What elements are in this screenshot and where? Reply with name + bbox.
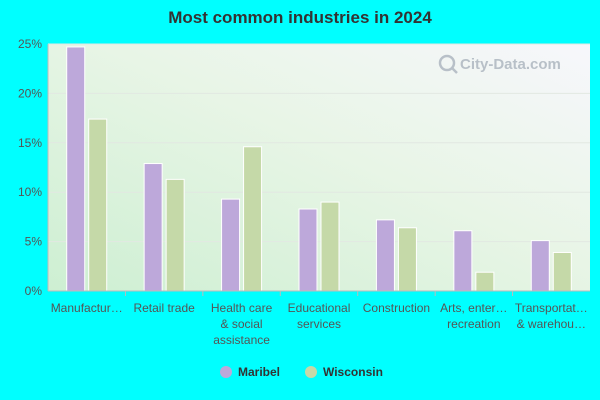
bar-maribel [221,198,241,292]
y-tick-label: 20% [18,86,42,100]
bars [66,46,572,292]
bar-maribel [298,208,318,292]
bar-maribel [530,240,550,292]
bar-wisconsin [475,271,495,292]
legend-label: Wisconsin [323,365,383,379]
x-tick-label: recreation [447,317,500,331]
x-tick-label: Arts, enter… [440,301,507,315]
legend-swatch [220,366,232,378]
legend: Maribel Wisconsin [220,365,383,379]
plot-area [48,44,590,291]
x-tick-label: & social [221,317,263,331]
legend-label: Maribel [238,365,280,379]
x-tick-label: Manufactur… [51,301,123,315]
bar-maribel [375,219,395,292]
x-tick-label: Health care [211,301,273,315]
bar-maribel [143,163,163,292]
x-tick-label: services [297,317,341,331]
x-axis: Manufactur… Retail trade Health care & soci… [48,290,590,347]
x-tick-label: assistance [213,333,270,347]
y-tick-label: 15% [18,136,42,150]
y-tick-label: 0% [25,284,43,298]
gridlines [48,43,590,243]
bar-wisconsin [397,227,417,292]
bar-wisconsin [243,146,263,292]
watermark-magnifier-icon [438,54,456,72]
y-tick-label: 10% [18,185,42,199]
x-tick-label: Educational [288,301,351,315]
x-tick-label: Transportat… [515,301,588,315]
legend-swatch [305,366,317,378]
x-tick-label: Retail trade [133,301,195,315]
watermark: City-Data.com [438,54,561,74]
bar-maribel [66,46,86,292]
bar-wisconsin [88,118,108,292]
chart-title: Most common industries in 2024 [168,8,432,27]
x-tick-label: Construction [363,301,430,315]
bar-wisconsin [552,251,572,292]
bar-maribel [453,230,473,292]
y-tick-label: 5% [25,235,43,249]
watermark-magnifier-handle [451,67,458,74]
bar-wisconsin [165,178,185,292]
x-tick-label: & warehou… [517,317,586,331]
y-tick-label: 25% [18,37,42,51]
watermark-text: City-Data.com [460,56,561,73]
bar-wisconsin [320,201,340,292]
y-axis: 0% 5% 10% 15% 20% 25% [18,37,49,298]
